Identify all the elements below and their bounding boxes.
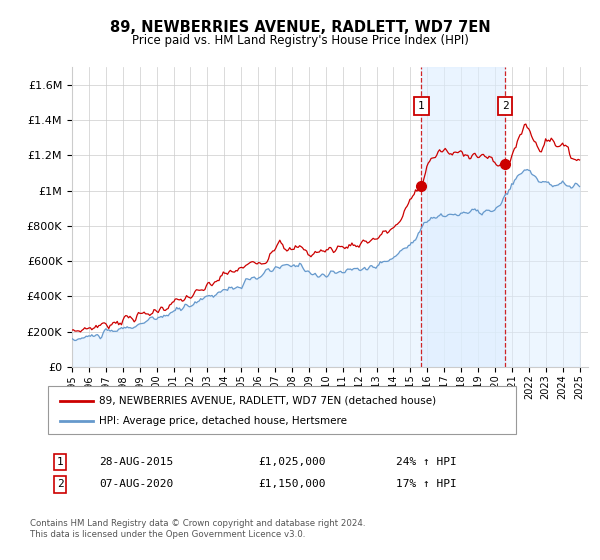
Text: 89, NEWBERRIES AVENUE, RADLETT, WD7 7EN: 89, NEWBERRIES AVENUE, RADLETT, WD7 7EN <box>110 20 490 35</box>
Text: Price paid vs. HM Land Registry's House Price Index (HPI): Price paid vs. HM Land Registry's House … <box>131 34 469 46</box>
Text: £1,025,000: £1,025,000 <box>258 457 325 467</box>
Text: 17% ↑ HPI: 17% ↑ HPI <box>396 479 457 489</box>
Text: HPI: Average price, detached house, Hertsmere: HPI: Average price, detached house, Hert… <box>99 416 347 426</box>
Text: 07-AUG-2020: 07-AUG-2020 <box>99 479 173 489</box>
Bar <box>421 67 505 367</box>
Text: 89, NEWBERRIES AVENUE, RADLETT, WD7 7EN (detached house): 89, NEWBERRIES AVENUE, RADLETT, WD7 7EN … <box>99 396 436 405</box>
Text: 24% ↑ HPI: 24% ↑ HPI <box>396 457 457 467</box>
Text: 2: 2 <box>502 101 508 111</box>
Text: Contains HM Land Registry data © Crown copyright and database right 2024.
This d: Contains HM Land Registry data © Crown c… <box>30 520 365 539</box>
Text: £1,150,000: £1,150,000 <box>258 479 325 489</box>
Text: 2: 2 <box>56 479 64 489</box>
Text: 1: 1 <box>56 457 64 467</box>
Text: 28-AUG-2015: 28-AUG-2015 <box>99 457 173 467</box>
Text: 1: 1 <box>418 101 425 111</box>
